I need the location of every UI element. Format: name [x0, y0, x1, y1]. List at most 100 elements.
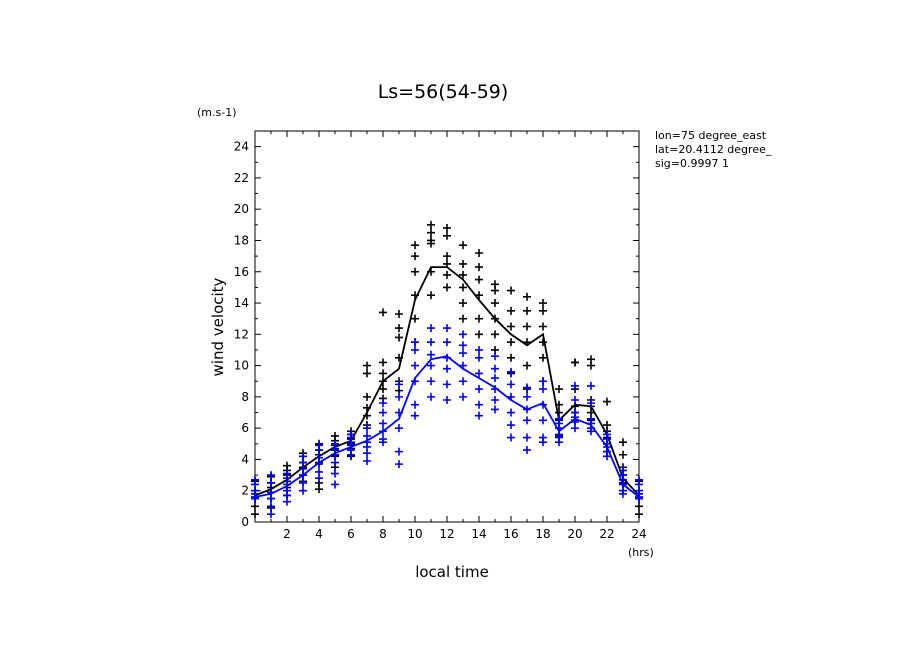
scatter-point: [587, 414, 595, 423]
scatter-point: [523, 446, 531, 455]
scatter-point: [347, 430, 355, 439]
scatter-point: [411, 361, 419, 370]
scatter-point: [523, 416, 531, 425]
scatter-point: [427, 236, 435, 245]
scatter-point: [539, 322, 547, 331]
scatter-point: [459, 392, 467, 401]
scatter-point: [459, 270, 467, 279]
x-tick-label: 4: [315, 527, 323, 541]
scatter-point: [267, 478, 275, 487]
scatter-point: [523, 392, 531, 401]
scatter-point: [459, 314, 467, 323]
x-tick-label: 2: [283, 527, 291, 541]
scatter-point: [411, 267, 419, 276]
scatter-point: [299, 486, 307, 495]
scatter-point: [507, 286, 515, 295]
y-tick-label: 10: [234, 359, 249, 373]
series-1: [251, 324, 643, 519]
x-tick-label: 20: [567, 527, 582, 541]
scatter-point: [411, 252, 419, 261]
scatter-point: [555, 385, 563, 394]
scatter-point: [395, 309, 403, 318]
scatter-point: [427, 361, 435, 370]
mean-line: [254, 355, 640, 498]
info-line-sig: sig=0.9997 1: [655, 157, 729, 170]
scatter-point: [507, 433, 515, 442]
scatter-point: [251, 502, 259, 511]
scatter-point: [619, 466, 627, 475]
scatter-point: [379, 408, 387, 417]
scatter-point: [539, 338, 547, 347]
scatter-point: [475, 314, 483, 323]
scatter-point: [603, 430, 611, 439]
scatter-point: [491, 330, 499, 339]
y-unit-label: (m.s-1): [197, 106, 237, 119]
scatter-point: [475, 330, 483, 339]
scatter-point: [523, 361, 531, 370]
scatter-point: [491, 405, 499, 414]
scatter-point: [411, 400, 419, 409]
scatter-point: [603, 397, 611, 406]
scatter-point: [443, 338, 451, 347]
scatter-point: [315, 453, 323, 462]
scatter-point: [539, 433, 547, 442]
scatter-point: [459, 330, 467, 339]
scatter-point: [507, 322, 515, 331]
x-tick-label: 12: [439, 527, 454, 541]
scatter-point: [491, 299, 499, 308]
scatter-point: [379, 419, 387, 428]
y-tick-label: 20: [234, 202, 249, 216]
scatter-point: [379, 308, 387, 317]
y-axis-label: wind velocity: [209, 277, 227, 376]
scatter-point: [395, 380, 403, 389]
x-tick-label: 10: [407, 527, 422, 541]
scatter-point: [283, 469, 291, 478]
scatter-point: [523, 322, 531, 331]
scatter-point: [411, 345, 419, 354]
scatter-point: [459, 241, 467, 250]
y-tick-label: 18: [234, 233, 249, 247]
scatter-point: [251, 510, 259, 519]
scatter-point: [427, 350, 435, 359]
scatter-point: [379, 358, 387, 367]
x-tick-label: 6: [347, 527, 355, 541]
scatter-point: [539, 385, 547, 394]
scatter-point: [363, 457, 371, 466]
data-marks: [251, 220, 643, 519]
scatter-point: [507, 306, 515, 315]
x-tick-label: 8: [379, 527, 387, 541]
y-tick-label: 8: [241, 390, 249, 404]
scatter-point: [395, 424, 403, 433]
info-line-lon: lon=75 degree_east: [655, 129, 767, 142]
scatter-point: [427, 220, 435, 229]
scatter-point: [459, 349, 467, 358]
scatter-point: [507, 408, 515, 417]
scatter-point: [475, 263, 483, 272]
scatter-point: [507, 338, 515, 347]
scatter-point: [331, 439, 339, 448]
scatter-point: [635, 475, 643, 484]
scatter-point: [363, 361, 371, 370]
scatter-point: [459, 299, 467, 308]
scatter-point: [555, 414, 563, 423]
y-tick-label: 14: [234, 296, 249, 310]
scatter-point: [315, 467, 323, 476]
scatter-point: [443, 231, 451, 240]
scatter-point: [539, 306, 547, 315]
scatter-point: [379, 385, 387, 394]
x-unit-label: (hrs): [628, 546, 654, 559]
scatter-point: [475, 345, 483, 354]
scatter-point: [587, 381, 595, 390]
scatter-point: [619, 438, 627, 447]
scatter-point: [475, 400, 483, 409]
x-tick-label: 16: [503, 527, 518, 541]
scatter-point: [427, 324, 435, 333]
scatter-point: [475, 411, 483, 420]
scatter-point: [475, 275, 483, 284]
scatter-point: [459, 283, 467, 292]
scatter-point: [363, 424, 371, 433]
y-tick-label: 16: [234, 265, 249, 279]
scatter-point: [507, 353, 515, 362]
scatter-point: [427, 338, 435, 347]
